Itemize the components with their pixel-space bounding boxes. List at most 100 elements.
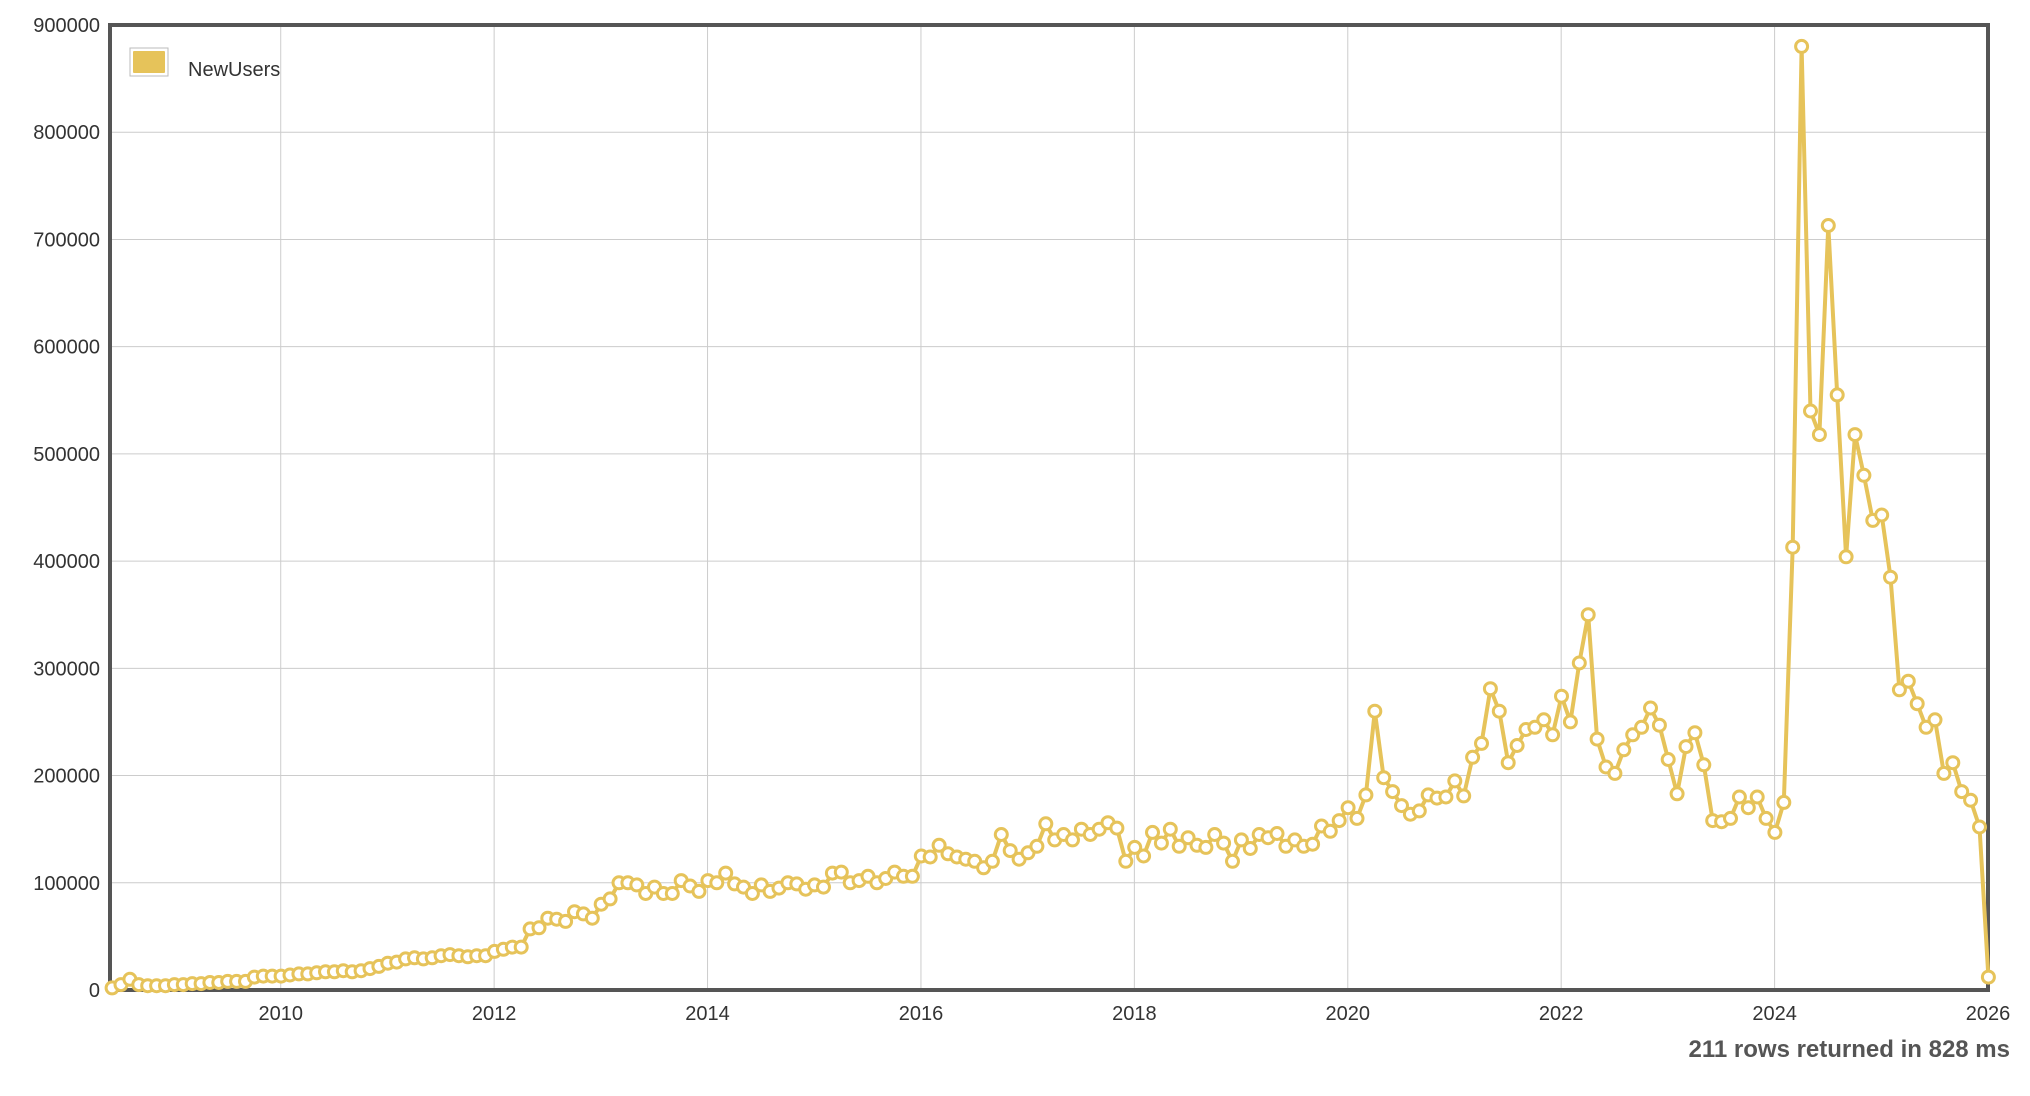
y-tick-label: 900000: [33, 15, 100, 37]
data-point: [1002, 843, 1018, 859]
data-point: [993, 827, 1009, 842]
data-point: [1980, 969, 1996, 985]
data-point: [691, 883, 707, 899]
data-point: [1963, 792, 1979, 808]
series-line-newusers: [111, 44, 1991, 990]
data-point: [513, 939, 529, 955]
data-point: [816, 879, 831, 895]
data-point: [1509, 738, 1525, 753]
data-point: [1349, 810, 1365, 826]
data-point: [1954, 784, 1970, 800]
data-point: [1829, 387, 1845, 403]
data-point: [1305, 836, 1321, 852]
x-tick-label: 2010: [258, 1003, 303, 1025]
data-point: [1153, 835, 1169, 851]
grid-lines: [110, 24, 1989, 991]
data-point: [1465, 749, 1481, 765]
data-point: [1900, 673, 1916, 689]
data-point: [1394, 798, 1409, 814]
data-point: [531, 920, 547, 936]
data-point: [833, 864, 849, 880]
series-newusers: [104, 38, 1996, 996]
data-point: [1643, 700, 1658, 716]
data-point: [709, 875, 725, 891]
x-tick-label: 2016: [899, 1003, 944, 1025]
x-tick-label: 2014: [685, 1003, 730, 1025]
data-point: [1331, 813, 1347, 829]
data-point: [1358, 787, 1374, 803]
x-axis: 2010 2012 2014 2016 2018 2020 2022 2024 2026: [258, 1003, 2010, 1025]
data-point: [1225, 853, 1240, 869]
data-point: [1491, 703, 1507, 719]
data-point: [1589, 731, 1605, 747]
data-point: [1616, 742, 1632, 758]
x-tick-label: 2022: [1539, 1003, 1584, 1025]
y-tick-label: 800000: [33, 122, 100, 144]
y-tick-label: 400000: [33, 551, 100, 573]
data-point: [1945, 755, 1961, 771]
data-point: [1438, 789, 1454, 805]
legend-swatch-border: [129, 47, 169, 77]
x-tick-label: 2026: [1966, 1003, 2011, 1025]
data-point: [1562, 714, 1578, 730]
data-point: [1207, 827, 1223, 842]
data-point: [1109, 820, 1125, 836]
data-point: [1233, 832, 1249, 848]
data-point: [1482, 681, 1498, 697]
data-point: [1171, 838, 1187, 854]
data-point: [1811, 427, 1827, 443]
data-point: [1376, 770, 1392, 786]
y-axis: 0 100000 200000 300000 400000 500000 600000 700…: [33, 15, 100, 1002]
data-point: [1678, 739, 1694, 755]
data-point: [1749, 789, 1765, 805]
data-point: [664, 886, 680, 901]
data-point: [1891, 682, 1907, 698]
data-point: [1820, 218, 1836, 233]
legend: NewUsers: [129, 47, 280, 81]
data-point: [1856, 467, 1872, 483]
data-point: [1474, 735, 1489, 751]
data-point: [904, 868, 920, 884]
y-tick-label: 700000: [33, 229, 100, 251]
data-point: [1651, 717, 1667, 733]
data-point: [1723, 810, 1738, 826]
data-point: [1456, 788, 1472, 804]
data-point: [1927, 712, 1943, 728]
data-point: [602, 891, 618, 907]
query-status-text: 211 rows returned in 828 ms: [1688, 1036, 2010, 1063]
data-point: [1909, 696, 1925, 712]
data-point: [931, 837, 947, 853]
data-point: [1216, 835, 1232, 851]
data-point: [1731, 789, 1747, 805]
legend-swatch-newusers: [131, 49, 167, 75]
data-point: [1838, 549, 1854, 565]
data-point: [1687, 725, 1703, 741]
y-tick-label: 100000: [33, 873, 100, 895]
data-point: [1127, 839, 1143, 855]
data-point: [629, 877, 645, 893]
x-tick-label: 2018: [1112, 1003, 1157, 1025]
y-tick-label: 500000: [33, 444, 100, 466]
legend-label-newusers: NewUsers: [188, 59, 280, 81]
data-point: [1660, 752, 1676, 767]
data-point: [1162, 821, 1178, 837]
data-point: [984, 853, 1000, 869]
data-point: [584, 910, 600, 926]
x-tick-label: 2024: [1752, 1003, 1797, 1025]
data-point: [1634, 719, 1650, 735]
data-point: [1269, 826, 1285, 841]
data-point: [1500, 755, 1516, 771]
data-point: [1740, 800, 1756, 816]
y-tick-label: 600000: [33, 337, 100, 359]
data-point: [1340, 800, 1356, 816]
x-tick-label: 2020: [1326, 1003, 1371, 1025]
data-point: [1038, 816, 1054, 832]
data-point: [1580, 607, 1596, 623]
plot-area-frame: [108, 23, 1990, 992]
data-point: [1536, 712, 1552, 728]
data-point: [718, 865, 734, 881]
data-point: [1847, 427, 1863, 443]
data-point: [1145, 824, 1160, 840]
data-point: [1367, 703, 1383, 719]
